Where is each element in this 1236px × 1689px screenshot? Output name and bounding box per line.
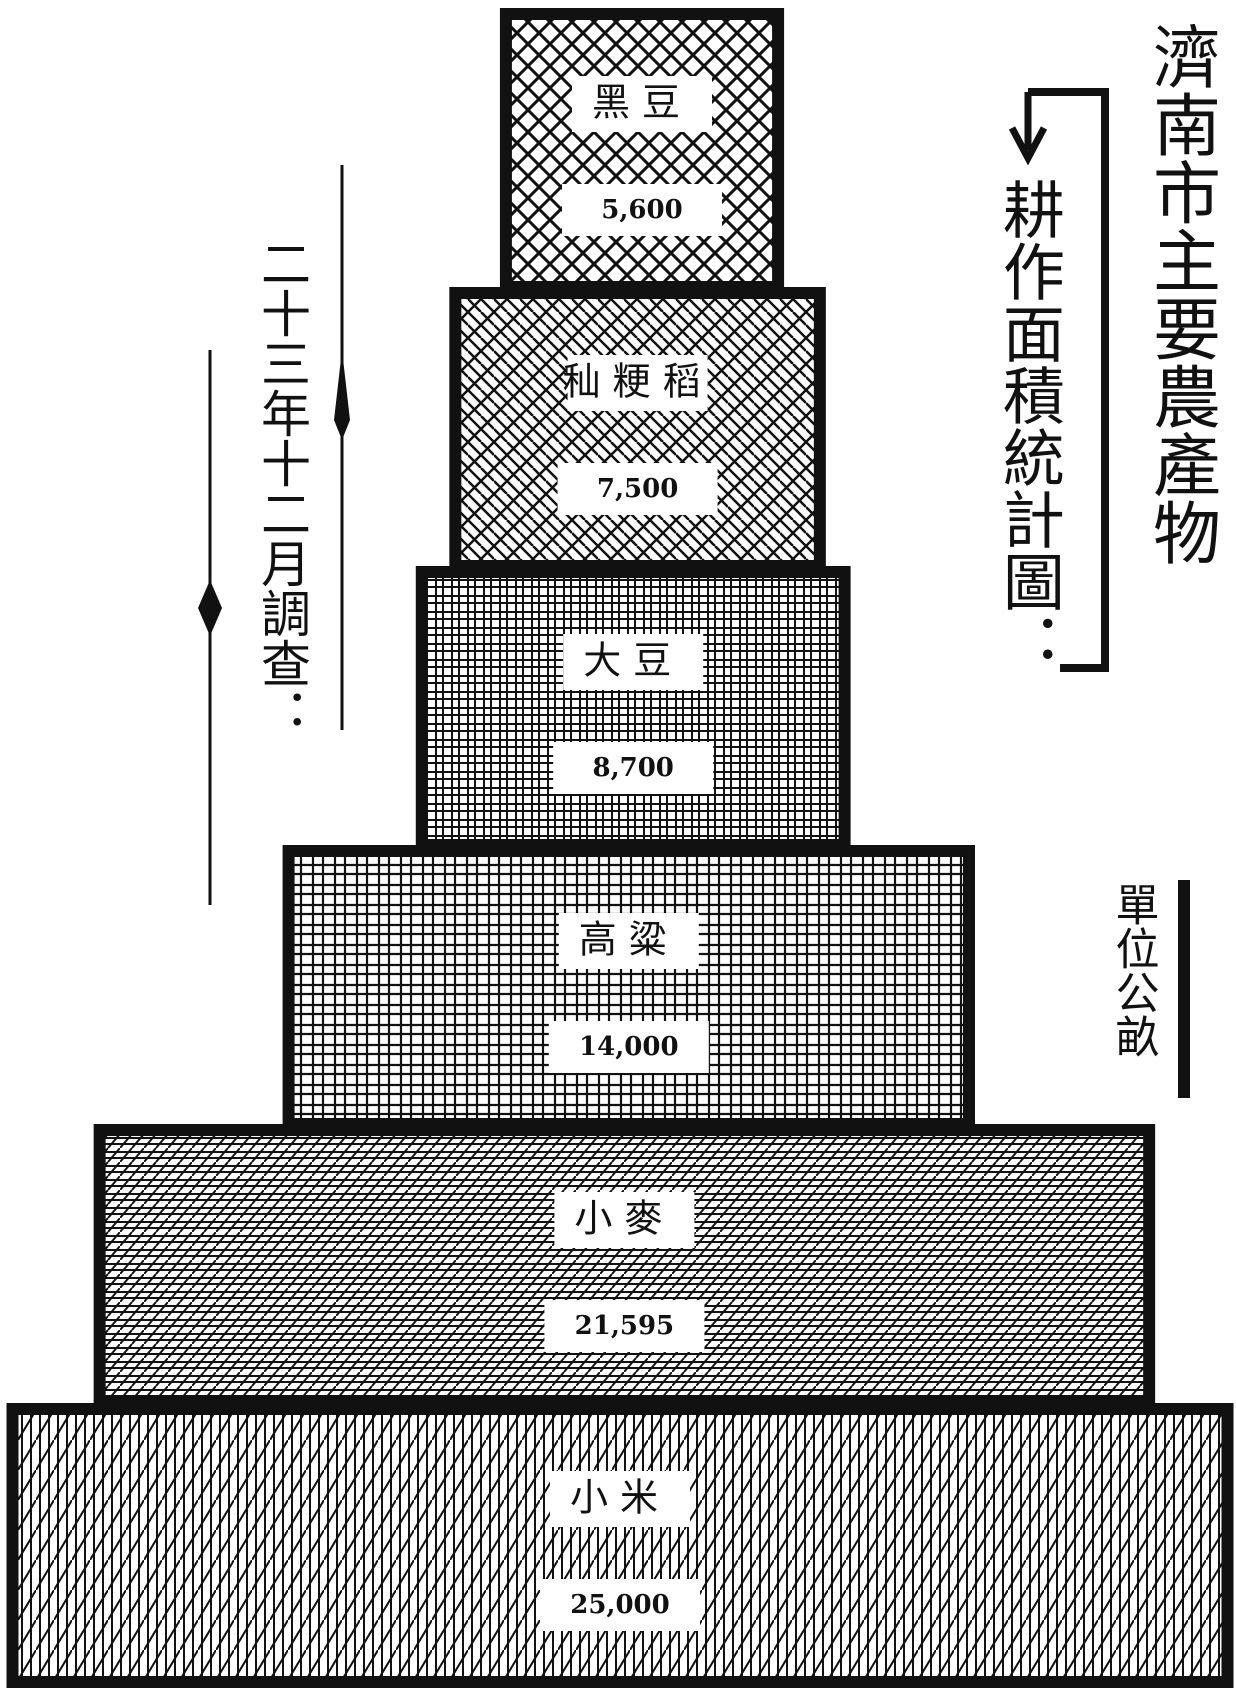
label-bg [567, 355, 708, 411]
label-bg [563, 634, 704, 690]
label-bg [544, 1300, 705, 1352]
label-bg [554, 1192, 695, 1248]
label-bg [540, 1579, 700, 1631]
pyramid-block [499, 8, 785, 293]
value-label: 7,500 [597, 474, 678, 504]
value-label: 14,000 [579, 1032, 679, 1062]
ornament [198, 350, 350, 636]
pyramid-block [415, 566, 851, 851]
category-label: 小米 [570, 1476, 670, 1520]
category-label: 小麥 [574, 1197, 674, 1241]
label-bg [572, 76, 712, 132]
label-bg [550, 1471, 690, 1527]
pyramid-block [449, 287, 826, 572]
pyramid-block [6, 1403, 1234, 1688]
label-bg [562, 184, 722, 236]
label-bg [557, 463, 718, 515]
unit-bar [1178, 880, 1190, 1098]
subtitle: 二十三年十二月調查： [253, 238, 311, 738]
bracket [1028, 88, 1109, 672]
value-label: 25,000 [570, 1590, 670, 1620]
value-label: 8,700 [592, 753, 673, 783]
category-label: 秈粳稻 [563, 360, 713, 404]
chart-title: 濟南市主要農產物 [1141, 22, 1220, 566]
category-label: 大豆 [583, 639, 683, 683]
value-label: 5,600 [601, 195, 682, 225]
value-label: 21,595 [575, 1311, 675, 1341]
pyramid: 黑豆 5,600 秈粳稻 7,500 大豆 8,700 高粱 14,000 小麥 21,595 小米… [6, 8, 1234, 1688]
unit-label: 單位公畝 [1108, 882, 1159, 1058]
pyramid-block [282, 845, 976, 1130]
label-bg [548, 1021, 709, 1073]
category-label: 高粱 [579, 918, 679, 962]
arrow [1008, 92, 1048, 166]
label-bg [558, 913, 699, 969]
category-label: 黑豆 [592, 81, 692, 125]
chart-title: 耕作面積統計圖： [992, 178, 1065, 674]
pyramid-block [93, 1124, 1156, 1409]
label-bg [553, 742, 714, 794]
